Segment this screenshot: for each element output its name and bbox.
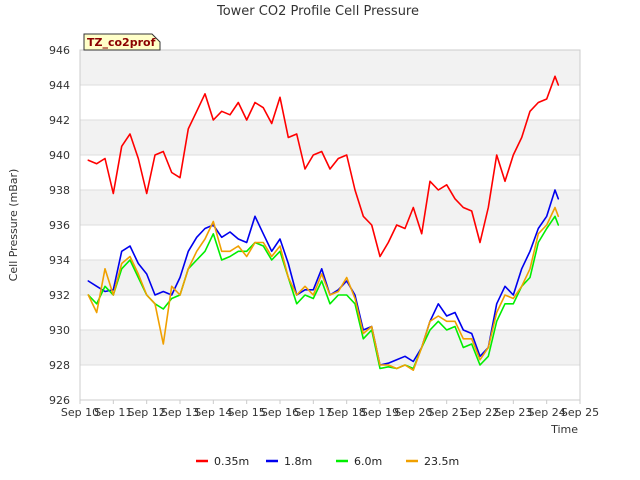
x-tick-label: Sep 24 [528,406,566,419]
x-tick-label: Sep 14 [194,406,232,419]
series-line-0_35m [87,75,560,258]
chart-title: Tower CO2 Profile Cell Pressure [216,4,419,19]
grid-band [80,330,580,365]
x-tick-label: Sep 21 [428,406,466,419]
y-tick-label: 946 [49,44,70,57]
grid-band [80,190,580,225]
x-axis-label: Time [550,423,578,436]
grid-band [80,295,580,330]
x-tick-label: Sep 10 [61,406,99,419]
y-tick-label: 932 [49,289,70,302]
series-line-1_8m [87,189,560,366]
y-tick-label: 936 [49,219,70,232]
y-tick-label: 944 [49,79,70,92]
badge: TZ_co2prof [83,33,161,51]
y-tick-label: 940 [49,149,70,162]
x-tick-label: Sep 16 [261,406,299,419]
x-tick-label: Sep 20 [394,406,432,419]
plot-frame [79,49,581,401]
badge-label: TZ_co2prof [87,36,156,49]
x-tick-label: Sep 18 [328,406,366,419]
x-tick-label: Sep 17 [294,406,332,419]
legend: 0.35m 1.8m 6.0m 23.5m [196,455,459,468]
x-tick-label: Sep 23 [494,406,532,419]
x-tick-label: Sep 19 [361,406,399,419]
series-line-23_5m [87,206,560,372]
grid-band [80,85,580,120]
series-layer [87,75,560,372]
y-tick-label: 928 [49,359,70,372]
grid-band [80,260,580,295]
legend-label: 1.8m [284,455,312,468]
x-tick-label: Sep 22 [461,406,499,419]
grid-band [80,365,580,400]
y-axis-label: Cell Pressure (mBar) [7,169,20,282]
badge-background [83,33,161,51]
x-tick-label: Sep 12 [128,406,166,419]
series-line-6_0m [87,215,560,370]
grid-band [80,155,580,190]
y-tick-label: 942 [49,114,70,127]
legend-label: 6.0m [354,455,382,468]
x-tick-label: Sep 15 [228,406,266,419]
grid-band [80,50,580,85]
legend-label: 0.35m [214,455,249,468]
grid-band [80,225,580,260]
y-tick-label: 934 [49,254,70,267]
y-tick-labels: 926 928 930 932 934 936 938 940 942 944 946 [49,44,70,407]
x-tick-label: Sep 25 [561,406,599,419]
grid-band [80,120,580,155]
y-tick-label: 926 [49,394,70,407]
legend-label: 23.5m [424,455,459,468]
x-tick-label: Sep 13 [161,406,199,419]
y-tick-label: 938 [49,184,70,197]
x-tick-label: Sep 11 [94,406,132,419]
y-tick-label: 930 [49,324,70,337]
grid-bands [80,50,580,400]
